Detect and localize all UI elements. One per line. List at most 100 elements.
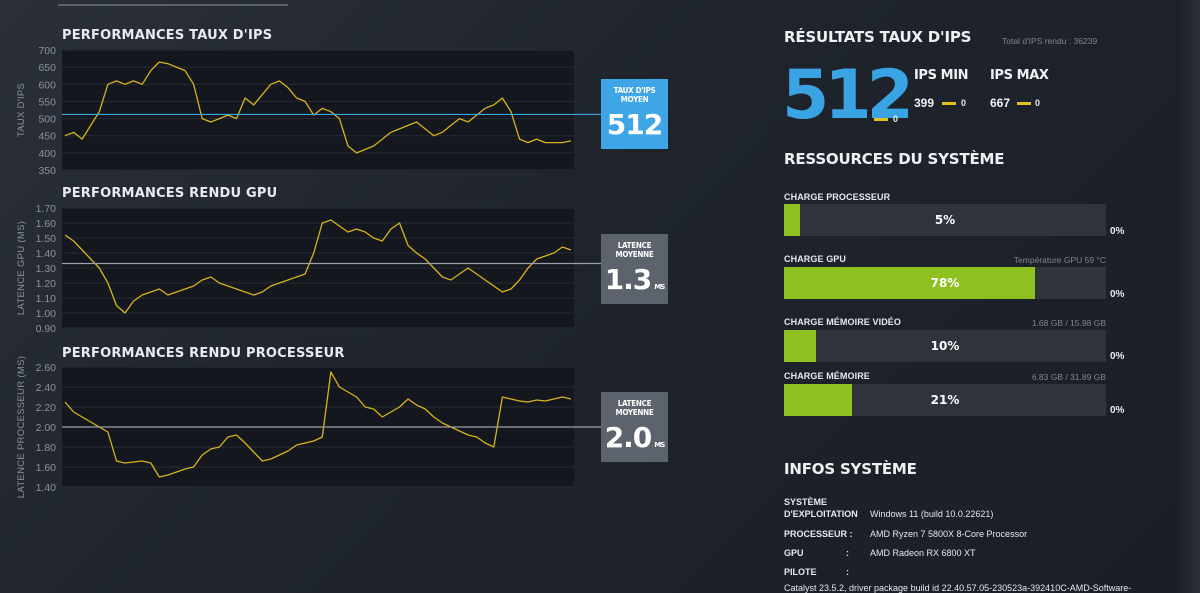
cpu-average-number: 2.0 xyxy=(604,421,653,454)
y-tick-label: 450 xyxy=(38,131,56,143)
y-tick-label: 1.60 xyxy=(36,462,57,474)
y-tick-label: 1.60 xyxy=(36,218,57,230)
gpu-average-label: LATENCE MOYENNE xyxy=(615,241,654,259)
cpu-chart-title: PERFORMANCES RENDU PROCESSEUR xyxy=(62,346,345,361)
series-line xyxy=(64,61,572,154)
y-tick-label: 1.20 xyxy=(36,278,57,290)
y-tick-label: 1.50 xyxy=(36,233,57,245)
y-tick-label: 2.00 xyxy=(36,422,57,434)
y-tick-label: 400 xyxy=(38,148,56,160)
cpu-load-zero: 0% xyxy=(1110,226,1125,237)
plot-area xyxy=(62,50,574,170)
gpu-load-bar: 78% xyxy=(784,267,1106,299)
vram-load-zero: 0% xyxy=(1110,351,1125,362)
y-tick-label: 600 xyxy=(38,79,56,91)
y-tick-label: 650 xyxy=(38,62,56,74)
driver-info-colon: : xyxy=(846,567,849,577)
gpu-load-zero: 0% xyxy=(1110,289,1125,300)
gpu-load-percent: 78% xyxy=(930,276,960,290)
results-title: RÉSULTATS TAUX D'IPS xyxy=(784,28,972,46)
top-header-remnant xyxy=(58,0,288,6)
memory-load-zero: 0% xyxy=(1110,405,1125,416)
cpu-average-value: 2.0 MS xyxy=(601,421,668,454)
y-tick-label: 1.10 xyxy=(36,293,57,305)
vram-load-percent: 10% xyxy=(930,339,960,353)
fps-average-value: 512 xyxy=(601,108,668,141)
y-axis-label: LATENCE GPU (MS) xyxy=(16,221,27,315)
average-fps-value: 512 xyxy=(782,56,914,135)
gpu-average-box: LATENCE MOYENNE 1.3 MS xyxy=(601,234,668,304)
os-label-line1: SYSTÈME xyxy=(784,497,828,507)
y-tick-label: 550 xyxy=(38,96,56,108)
cpu-load-bar: 5% xyxy=(784,204,1106,236)
total-fps-rendered: Total d'IPS rendu : 36239 xyxy=(1002,36,1098,46)
driver-info-value: Catalyst 23.5.2, driver package build id… xyxy=(784,583,1132,593)
fps-average-number: 512 xyxy=(606,108,663,141)
y-tick-label: 2.20 xyxy=(36,402,57,414)
gpu-load-fill xyxy=(784,267,1036,299)
gpu-info-label: GPU xyxy=(784,548,804,558)
cpu-load-fill xyxy=(784,204,801,236)
memory-load-percent: 21% xyxy=(930,393,960,407)
y-tick-label: 350 xyxy=(38,165,56,177)
y-tick-label: 1.70 xyxy=(36,203,57,215)
gpu-temperature: Température GPU 59 °C xyxy=(1013,255,1106,265)
cpu-load-percent: 5% xyxy=(934,213,956,227)
cpu-average-unit: MS xyxy=(654,441,665,449)
cpu-info-label: PROCESSEUR : xyxy=(784,529,853,539)
gpu-chart-title: PERFORMANCES RENDU GPU xyxy=(62,186,278,201)
y-tick-label: 500 xyxy=(38,114,56,126)
driver-info-label: PILOTE xyxy=(784,567,817,577)
vram-usage: 1.68 GB / 15.98 GB xyxy=(1031,318,1106,328)
fps-max-label: IPS MAX xyxy=(990,68,1049,83)
vram-load-fill xyxy=(784,330,817,362)
fps-min-label: IPS MIN xyxy=(914,68,969,83)
y-tick-label: 700 xyxy=(38,45,56,57)
memory-load-fill xyxy=(784,384,852,416)
gpu-info-colon: : xyxy=(846,548,849,558)
cpu-load-label: CHARGE PROCESSEUR xyxy=(784,192,891,202)
fps-average-box: TAUX D'IPS MOYEN 512 xyxy=(601,79,668,149)
y-tick-label: 1.40 xyxy=(36,248,57,260)
cpu-info-value: AMD Ryzen 7 5800X 8-Core Processor xyxy=(870,529,1028,539)
y-axis-label: TAUX D'IPS xyxy=(16,83,27,137)
gpu-latency-chart: 1.70 1.60 1.50 1.40 1.30 1.20 1.10 1.00 0.90 LATE… xyxy=(16,203,601,335)
right-edge-strip xyxy=(1178,0,1200,593)
y-tick-label: 1.00 xyxy=(36,308,57,320)
fps-chart-title: PERFORMANCES TAUX D'IPS xyxy=(62,28,273,43)
series-line xyxy=(64,371,572,478)
memory-load-label: CHARGE MÉMOIRE xyxy=(784,371,870,381)
memory-load-bar: 21% xyxy=(784,384,1106,416)
vram-load-bar: 10% xyxy=(784,330,1106,362)
fps-chart: 700 650 600 550 500 450 400 350 TAUX D'IPS xyxy=(16,45,601,177)
avg-fps-indicator xyxy=(874,118,888,121)
y-tick-label: 1.30 xyxy=(36,263,57,275)
cpu-average-box: LATENCE MOYENNE 2.0 MS xyxy=(601,392,668,462)
y-tick-label: 2.40 xyxy=(36,382,57,394)
fps-max-indicator xyxy=(1017,102,1031,105)
memory-usage: 6.83 GB / 31.89 GB xyxy=(1031,372,1106,382)
gpu-average-number: 1.3 xyxy=(604,263,653,296)
os-label-line2: D'EXPLOITATION xyxy=(784,509,858,519)
sysinfo-title: INFOS SYSTÈME xyxy=(784,460,917,478)
os-value: Windows 11 (build 10.0.22621) xyxy=(870,509,994,519)
fps-max-value: 667 xyxy=(990,96,1011,110)
vram-load-label: CHARGE MÉMOIRE VIDÉO xyxy=(784,317,902,327)
gpu-info-value: AMD Radeon RX 6800 XT xyxy=(870,548,976,558)
y-axis-label: LATENCE PROCESSEUR (MS) xyxy=(16,356,27,498)
gpu-load-label: CHARGE GPU xyxy=(784,254,847,264)
cpu-average-label: LATENCE MOYENNE xyxy=(615,399,654,417)
fps-min-value: 399 xyxy=(914,96,935,110)
gpu-average-value: 1.3 MS xyxy=(601,263,668,296)
fps-min-indicator xyxy=(942,102,956,105)
fps-min-zero: 0 xyxy=(961,98,967,108)
fps-average-label: TAUX D'IPS MOYEN xyxy=(613,86,656,104)
y-tick-label: 2.60 xyxy=(36,362,57,374)
y-tick-label: 1.40 xyxy=(36,482,57,494)
series-line xyxy=(64,219,572,314)
y-tick-label: 1.80 xyxy=(36,442,57,454)
gpu-average-unit: MS xyxy=(654,283,665,291)
resources-title: RESSOURCES DU SYSTÈME xyxy=(784,150,1005,168)
y-tick-label: 0.90 xyxy=(36,323,57,335)
cpu-latency-chart: 2.60 2.40 2.20 2.00 1.80 1.60 1.40 LATENCE PROC… xyxy=(16,356,601,498)
